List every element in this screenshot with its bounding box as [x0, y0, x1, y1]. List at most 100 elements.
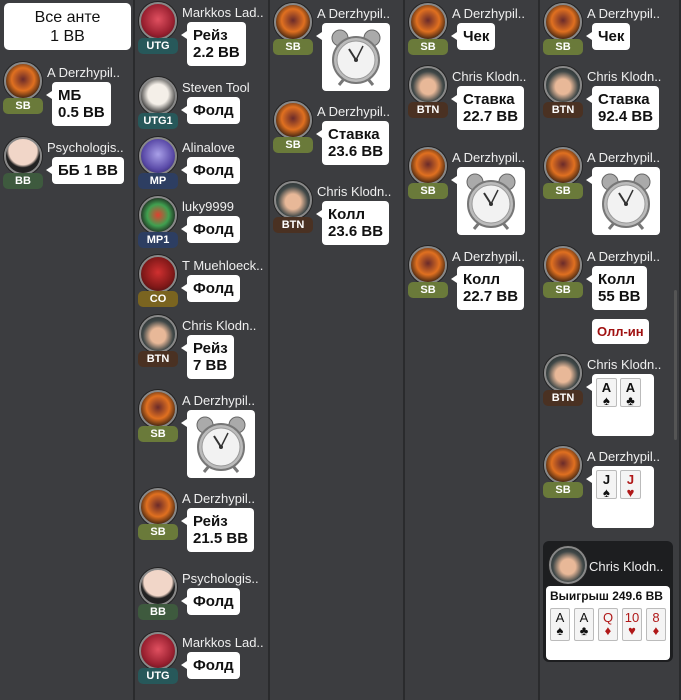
winner-panel: Chris Klodn.. Выигрыш 249.6 BB A ♠ A ♣ Q ♦ 10 ♥… — [543, 541, 673, 662]
avatar — [544, 354, 582, 392]
playing-card: A ♣ — [574, 608, 594, 641]
action-entry: BTN Chris Klodn.. Ставка 22.7 BB — [405, 66, 540, 130]
action-bubble: МБ 0.5 BB — [46, 82, 111, 126]
player-name: A Derzhypil.. — [182, 393, 255, 408]
action-text: ББ 1 BB — [58, 162, 118, 179]
avatar — [409, 147, 447, 185]
player-name: A Derzhypil.. — [452, 249, 525, 264]
action-text: Колл — [328, 206, 366, 223]
position-badge: BB — [138, 604, 178, 620]
position-badge: UTG1 — [138, 113, 178, 129]
position-badge: SB — [273, 137, 313, 153]
action-bubble: Колл 22.7 BB — [450, 266, 525, 310]
cards-bubble: J ♠ J ♥ — [586, 466, 654, 528]
action-bubble: ББ 1 BB — [46, 157, 124, 184]
timeout-bubble — [181, 410, 255, 478]
avatar — [139, 77, 177, 115]
action-column-5: SB A Derzhypil.. Чек BTN Chris Klodn.. Ставка… — [540, 0, 681, 700]
avatar — [549, 546, 587, 584]
player-name: Steven Tool — [182, 80, 250, 95]
action-text: Фолд — [193, 657, 234, 674]
card-rank: A — [555, 610, 565, 625]
player-name: A Derzhypil.. — [317, 6, 390, 21]
card-suit: ♥ — [628, 623, 636, 638]
player-name: A Derzhypil.. — [587, 449, 660, 464]
player-name: Chris Klodn.. — [317, 184, 392, 199]
playing-card: J ♥ — [620, 470, 641, 499]
action-bubble: Ставка 23.6 BB — [315, 121, 390, 165]
avatar — [139, 255, 177, 293]
allin-badge: Олл-ин — [592, 319, 649, 344]
action-entry: BB Psychologis.. Фолд — [135, 568, 270, 631]
avatar — [139, 196, 177, 234]
action-text: Чек — [598, 28, 625, 45]
action-bubble: Фолд — [181, 216, 240, 243]
action-entry: SB A Derzhypil.. — [270, 3, 405, 91]
action-text: Чек — [463, 28, 490, 45]
position-badge: BTN — [543, 102, 583, 118]
action-text: Рейз — [193, 340, 228, 357]
cards-bubble: A ♠ A ♣ — [586, 374, 654, 436]
action-text: 23.6 BB — [328, 143, 384, 160]
avatar — [274, 181, 312, 219]
ante-value: 1 BB — [50, 28, 85, 45]
position-badge: BTN — [273, 217, 313, 233]
action-entry: BB Psychologis.. ББ 1 BB — [0, 137, 135, 200]
action-bubble: Чек — [450, 23, 496, 50]
action-entry: SB A Derzhypil.. Чек — [540, 3, 675, 66]
scrollbar[interactable] — [674, 290, 677, 440]
player-name: Chris Klodn.. — [587, 69, 662, 84]
all-ante-box: Все анте 1 BB — [4, 3, 131, 50]
player-name: luky9999 — [182, 199, 235, 214]
position-badge: SB — [408, 282, 448, 298]
position-badge: SB — [543, 482, 583, 498]
player-name: Chris Klodn.. — [589, 559, 664, 574]
action-text: 0.5 BB — [58, 104, 105, 121]
action-entry: SB A Derzhypil.. — [540, 147, 675, 235]
winning-cards: A ♠ A ♣ Q ♦ 10 ♥ 8 ♦ — [550, 608, 666, 641]
winnings-text: Выигрыш 249.6 BB — [550, 589, 663, 603]
avatar — [544, 66, 582, 104]
action-text: Рейз — [193, 27, 228, 44]
action-text: Ставка — [598, 91, 650, 108]
avatar — [139, 315, 177, 353]
avatar — [544, 147, 582, 185]
card-rank: J — [602, 472, 611, 487]
alarm-clock-icon — [461, 173, 521, 235]
player-name: A Derzhypil.. — [587, 249, 660, 264]
action-text: 22.7 BB — [463, 288, 519, 305]
player-name: Alinalove — [182, 140, 235, 155]
playing-card: Q ♦ — [598, 608, 618, 641]
action-text: Рейз — [193, 513, 228, 530]
action-entry: BTN Chris Klodn.. Колл 23.6 BB — [270, 181, 405, 245]
position-badge: MP1 — [138, 232, 178, 248]
action-bubble: Фолд — [181, 588, 240, 615]
action-entry: UTG Markkos Lad.. Фолд — [135, 632, 270, 695]
action-bubble: Колл 23.6 BB — [315, 201, 390, 245]
card-rank: 8 — [652, 610, 660, 625]
position-badge: UTG — [138, 38, 178, 54]
card-suit: ♠ — [603, 485, 610, 500]
action-text: 21.5 BB — [193, 530, 249, 547]
action-column-1: SB A Derzhypil.. МБ 0.5 BB BB Psychologis.. ББ… — [0, 0, 135, 700]
action-text: Фолд — [193, 162, 234, 179]
avatar — [544, 246, 582, 284]
playing-card: 8 ♦ — [646, 608, 666, 641]
action-text: 23.6 BB — [328, 223, 384, 240]
position-badge: BTN — [138, 351, 178, 367]
card-rank: A — [625, 380, 636, 395]
avatar — [4, 62, 42, 100]
action-column-4: SB A Derzhypil.. Чек BTN Chris Klodn.. Ставка… — [405, 0, 540, 700]
action-bubble: Ставка 92.4 BB — [585, 86, 660, 130]
action-entry: BTN Chris Klodn.. Ставка 92.4 BB — [540, 66, 675, 130]
player-name: A Derzhypil.. — [452, 6, 525, 21]
action-entry: SB A Derzhypil.. Ставка 23.6 BB — [270, 101, 405, 165]
action-entry: UTG Markkos Lad.. Рейз 2.2 BB — [135, 2, 270, 66]
avatar — [274, 3, 312, 41]
position-badge: SB — [273, 39, 313, 55]
action-text: МБ — [58, 87, 82, 104]
action-text: Колл — [463, 271, 501, 288]
card-rank: 10 — [624, 610, 640, 625]
playing-card: A ♠ — [596, 378, 617, 407]
winner-box: Выигрыш 249.6 BB A ♠ A ♣ Q ♦ 10 ♥ 8 ♦ — [546, 586, 670, 660]
